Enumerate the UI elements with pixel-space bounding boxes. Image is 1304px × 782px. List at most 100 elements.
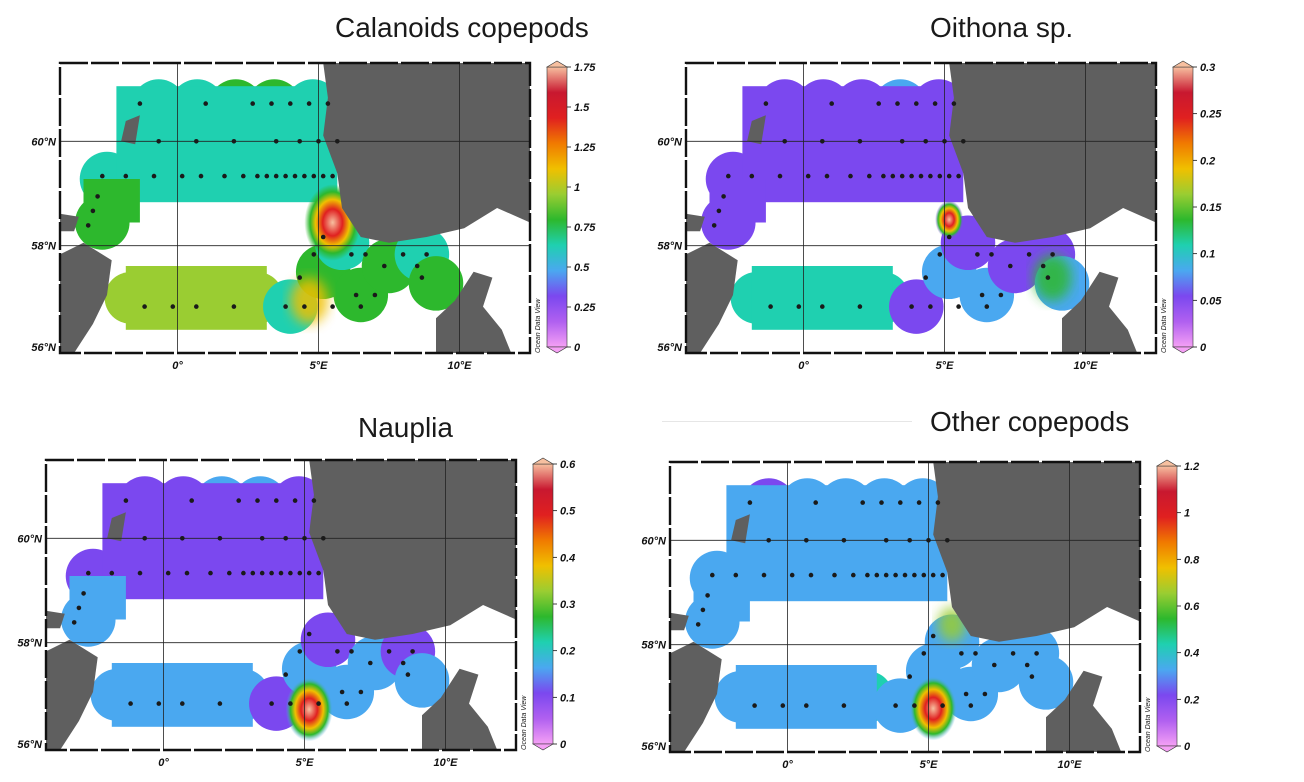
colorbar-cap-bottom <box>531 743 555 751</box>
station-dot <box>768 304 773 309</box>
station-dot <box>274 498 279 503</box>
station-dot <box>71 620 77 625</box>
station-dot <box>893 572 898 578</box>
land-islands <box>46 610 65 629</box>
colorbar-tick-label: 0 <box>560 739 567 751</box>
station-dot <box>311 252 317 257</box>
map-panel-calanoids: 60°N 58°N 56°N 0° 5°E 10°E Ocean Data View 1.75… <box>31 60 596 372</box>
station-dot <box>956 304 961 309</box>
station-dot <box>766 538 771 543</box>
station-points <box>85 101 429 309</box>
station-dot <box>721 194 726 199</box>
station-dot <box>330 304 335 309</box>
station-dot <box>194 139 199 144</box>
lat-label: 56°N <box>641 741 667 753</box>
station-dot <box>1040 263 1046 269</box>
hotspot <box>290 277 328 324</box>
panel-title-oithona: Oithona sp. <box>930 12 1074 43</box>
station-dot <box>180 701 185 706</box>
land-scotland <box>686 242 738 353</box>
station-dot <box>923 275 928 280</box>
colorbar <box>546 66 568 348</box>
station-dot <box>848 173 853 179</box>
station-dot <box>841 538 847 543</box>
station-dot <box>227 570 232 576</box>
station-dot <box>879 500 884 505</box>
station-dot <box>184 570 190 576</box>
station-dot <box>273 139 279 144</box>
colorbar-tick-label: 0.6 <box>560 459 576 471</box>
station-dot <box>705 593 710 598</box>
station-dot <box>909 304 914 309</box>
station-dot <box>946 173 952 179</box>
station-dot <box>1008 263 1013 269</box>
lat-label: 58°N <box>641 640 667 652</box>
colorbar-tick-label: 1 <box>1184 508 1190 520</box>
land-norway <box>309 460 516 640</box>
station-dot <box>857 304 863 309</box>
station-dot <box>930 572 936 578</box>
field-blob <box>116 86 338 203</box>
colorbar-tick-label: 0 <box>574 342 581 354</box>
station-dot <box>832 572 837 578</box>
station-dot <box>283 304 288 309</box>
station-dot <box>372 292 378 298</box>
station-dot <box>808 572 814 578</box>
station-dot <box>899 173 905 179</box>
station-dot <box>951 101 957 106</box>
lat-label: 60°N <box>31 136 57 148</box>
lon-label: 5°E <box>936 360 955 372</box>
station-dot <box>95 194 100 199</box>
station-dot <box>142 536 147 541</box>
station-dot <box>203 101 208 106</box>
colorbar-cap-bottom <box>1171 346 1195 354</box>
station-dot <box>320 234 326 240</box>
station-dot <box>283 672 289 677</box>
station-dot <box>358 304 364 309</box>
station-dot <box>989 252 994 257</box>
hotspot <box>1033 254 1072 301</box>
station-dot <box>804 538 809 543</box>
station-dot <box>860 500 865 505</box>
lon-label: 10°E <box>448 360 473 372</box>
station-dot <box>914 101 919 106</box>
station-dot <box>940 703 945 708</box>
station-dot <box>410 649 415 654</box>
colorbar-tick-label: 0.5 <box>560 506 576 518</box>
station-dot <box>782 139 787 144</box>
station-dot <box>76 605 82 611</box>
field-blob <box>1018 655 1074 710</box>
station-dot <box>841 703 847 708</box>
station-dot <box>297 139 303 144</box>
station-dot <box>85 223 91 228</box>
field-blob <box>111 663 253 727</box>
station-dot <box>752 703 757 708</box>
station-dot <box>414 263 420 269</box>
station-dot <box>128 701 133 706</box>
lon-label: 5°E <box>920 759 939 771</box>
station-dot <box>259 570 265 576</box>
station-dot <box>1050 252 1055 257</box>
watermark: Ocean Data View <box>535 298 542 353</box>
station-dot <box>992 662 997 668</box>
station-dot <box>231 304 237 309</box>
lat-label: 60°N <box>657 136 683 148</box>
station-dot <box>979 292 985 298</box>
station-dot <box>419 275 425 280</box>
station-dot <box>804 703 809 708</box>
station-dot <box>109 570 115 576</box>
station-dot <box>973 651 978 656</box>
station-dot <box>297 570 303 576</box>
station-dot <box>726 173 731 179</box>
map-panel-other: 60°N 58°N 56°N 0° 5°E 10°E Ocean Data View 1.2 1… <box>641 459 1200 771</box>
colorbar-tick-label: 0.25 <box>574 302 596 314</box>
station-dot <box>1045 275 1051 280</box>
station-dot <box>902 572 908 578</box>
station-dot <box>912 703 917 708</box>
station-dot <box>278 570 284 576</box>
station-dot <box>358 689 364 695</box>
station-dot <box>269 101 274 106</box>
station-dot <box>932 101 938 106</box>
lon-label: 0° <box>798 360 809 372</box>
hotspot <box>909 676 957 741</box>
